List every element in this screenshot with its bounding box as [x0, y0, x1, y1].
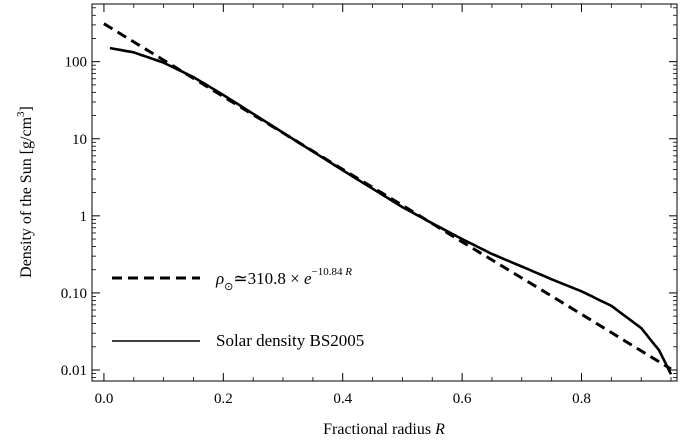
plot-frame [91, 3, 678, 382]
x-axis-title: Fractional radius R [323, 421, 445, 438]
y-tick-label: 10 [72, 132, 87, 148]
y-tick-label: 0.01 [61, 363, 87, 379]
y-tick-label: 100 [65, 55, 88, 71]
legend-label-bs2005: Solar density BS2005 [216, 331, 364, 350]
y-axis-title: Density of the Sun [g/cm3] [15, 106, 35, 278]
y-tick-label: 0.10 [61, 286, 87, 302]
y-tick-label: 1 [80, 209, 88, 225]
x-tick-label: 0.4 [333, 391, 352, 407]
x-tick-label: 0.8 [572, 391, 591, 407]
legend: ρ⊙≃310.8 × e−10.84 R Solar density BS200… [112, 266, 364, 350]
x-axis-ticks: 0.0 0.2 0.4 0.6 0.8 [95, 4, 672, 407]
y-axis-ticks: 0.01 0.10 1 10 100 [61, 7, 677, 379]
x-tick-label: 0.6 [453, 391, 472, 407]
x-tick-label: 0.2 [214, 391, 233, 407]
bs2005-density-curve [109, 46, 673, 375]
legend-label-fit: ρ⊙≃310.8 × e−10.84 R [215, 266, 352, 293]
x-tick-label: 0.0 [95, 391, 114, 407]
